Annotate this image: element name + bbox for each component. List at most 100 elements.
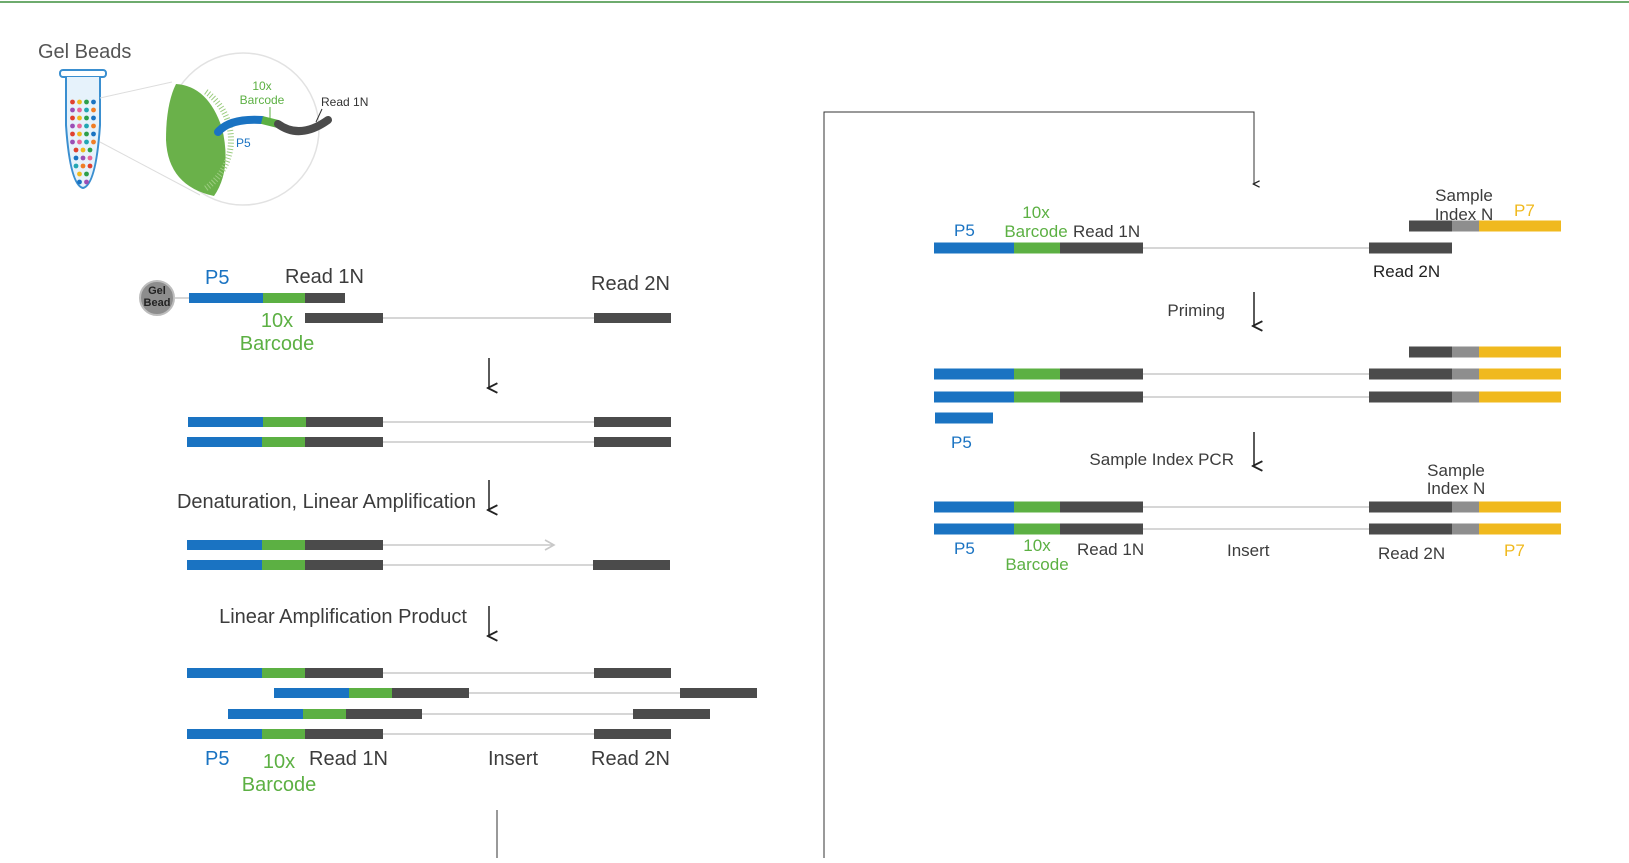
left-bottom-read1-label: Read 1N — [309, 748, 388, 770]
tube-bead-dot — [77, 124, 82, 129]
tube-bead-dot — [84, 132, 89, 137]
tube-bead-dot — [91, 116, 96, 121]
left-read1-label: Read 1N — [285, 266, 364, 288]
gel-bead-label-2: Bead — [144, 297, 171, 309]
p5-segment — [187, 560, 262, 570]
left-barcode-label-1: 10x — [261, 310, 293, 332]
read2-segment — [1409, 347, 1452, 358]
left-barcode-label-2: Barcode — [240, 333, 315, 355]
tube-bead-dot — [74, 164, 79, 169]
gel-beads-illustration: Gel Beads 10x Barcode Read 1N P5 — [38, 41, 368, 205]
step-sample-index-pcr: Sample Index PCR — [1089, 450, 1234, 469]
p5-segment — [934, 502, 1014, 513]
tube-bead-dot — [81, 148, 86, 153]
tube-bead-dot — [91, 132, 96, 137]
tube-bead-dot — [88, 148, 93, 153]
right-sample-index-label-2: Index N — [1435, 205, 1494, 224]
step-linear-product: Linear Amplification Product — [219, 606, 467, 628]
tube-bead-dot — [81, 164, 86, 169]
tube-bead-dot — [77, 132, 82, 137]
test-tube-icon — [60, 70, 106, 188]
gel-bead-icon: Gel Bead — [140, 281, 174, 315]
p7-segment — [1479, 347, 1561, 358]
p7-segment — [1479, 392, 1561, 403]
bead-p5-label: P5 — [236, 136, 251, 150]
read1-segment — [1060, 243, 1143, 254]
p5-segment — [934, 392, 1014, 403]
tube-bead-dot — [70, 140, 75, 145]
barcode-segment — [262, 437, 305, 447]
p7-segment — [1479, 524, 1561, 535]
left-p5-label: P5 — [205, 267, 229, 289]
tube-bead-dot — [84, 180, 89, 185]
p5-segment — [189, 293, 263, 303]
p5-segment — [188, 417, 263, 427]
sample-index-segment — [1452, 502, 1479, 513]
read1-segment — [1060, 502, 1143, 513]
right-bottom-p7-label: P7 — [1504, 541, 1525, 560]
read1-segment — [1060, 369, 1143, 380]
read1-segment — [346, 709, 422, 719]
tube-bead-dot — [81, 156, 86, 161]
left-bottom-barcode-label-1: 10x — [263, 751, 295, 773]
sample-index-segment — [1452, 524, 1479, 535]
bead-oligo-hair — [228, 133, 234, 134]
tube-bead-dot — [74, 156, 79, 161]
tube-bead-dot — [88, 156, 93, 161]
final-sample-index-label-1: Sample — [1427, 461, 1485, 480]
barcode-segment — [1014, 524, 1060, 535]
read2-segment — [594, 729, 671, 739]
read1-segment — [305, 729, 383, 739]
read1-segment — [305, 540, 383, 550]
read2-segment — [633, 709, 710, 719]
read1-segment — [1060, 524, 1143, 535]
tube-bead-dot — [70, 116, 75, 121]
left-panel: Gel Bead P5 Read 1N Read 2N 10x Barcode … — [140, 266, 757, 858]
read1-segment — [1060, 392, 1143, 403]
read2-segment — [1369, 243, 1452, 254]
tube-bead-dot — [77, 180, 82, 185]
right-panel: P5 10x Barcode Read 1N Sample Index N P7… — [824, 112, 1561, 858]
tube-bead-dot — [84, 108, 89, 113]
left-bottom-insert-label: Insert — [488, 748, 538, 770]
right-bottom-barcode-label-1: 10x — [1023, 536, 1051, 555]
bead-oligo-hair — [228, 146, 234, 147]
right-bottom-insert-label: Insert — [1227, 541, 1270, 560]
gel-beads-title: Gel Beads — [38, 41, 131, 63]
read1-segment — [305, 668, 383, 678]
bead-barcode-label-1: 10x — [252, 79, 271, 93]
tube-bead-dot — [91, 124, 96, 129]
step-denaturation: Denaturation, Linear Amplification — [177, 491, 476, 513]
tube-bead-dot — [91, 108, 96, 113]
barcode-segment — [303, 709, 346, 719]
p5-segment — [934, 524, 1014, 535]
bead-read1-label: Read 1N — [321, 95, 368, 109]
read2-segment — [1369, 524, 1452, 535]
right-barcode-label-1: 10x — [1022, 203, 1050, 222]
barcode-segment — [262, 668, 305, 678]
tube-bead-dot — [84, 124, 89, 129]
read2-segment — [594, 668, 671, 678]
tube-bead-dot — [70, 124, 75, 129]
step-priming: Priming — [1167, 301, 1225, 320]
tube-bead-dot — [77, 172, 82, 177]
tube-bead-dot — [70, 132, 75, 137]
left-read2-label: Read 2N — [591, 273, 670, 295]
right-read2-label: Read 2N — [1373, 262, 1440, 281]
p7-segment — [1479, 369, 1561, 380]
tube-bead-dot — [88, 164, 93, 169]
read2-segment — [1369, 502, 1452, 513]
barcode-segment — [1014, 502, 1060, 513]
read2-segment — [1369, 369, 1452, 380]
left-bottom-p5-label: P5 — [205, 748, 229, 770]
right-bottom-barcode-label-2: Barcode — [1005, 555, 1068, 574]
read1-segment — [305, 293, 345, 303]
tube-bead-dot — [77, 100, 82, 105]
tube-bead-dot — [84, 140, 89, 145]
barcode-segment — [263, 293, 305, 303]
read2-segment — [594, 437, 671, 447]
right-p7-label: P7 — [1514, 201, 1535, 220]
read1-segment — [392, 688, 469, 698]
